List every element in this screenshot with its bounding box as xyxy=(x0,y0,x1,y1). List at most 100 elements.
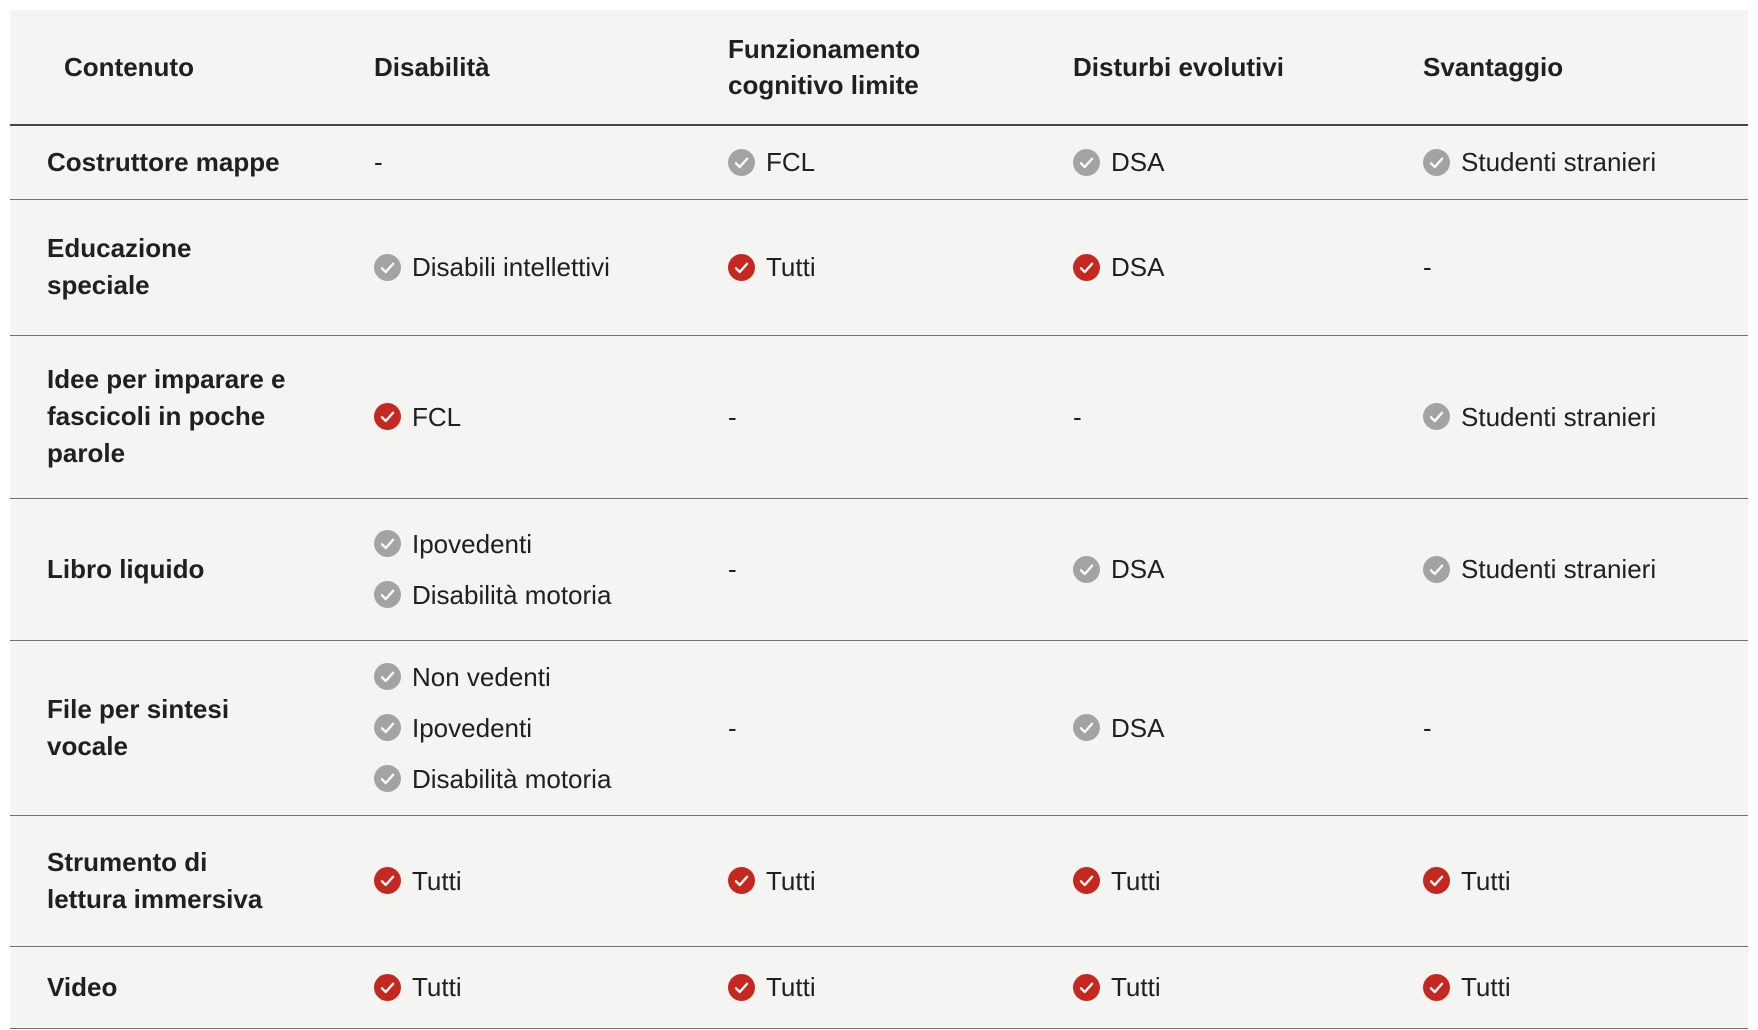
badge-label: DSA xyxy=(1111,554,1165,584)
check-circle-icon-gray xyxy=(374,714,401,741)
badge-label: Tutti xyxy=(1111,972,1161,1002)
cell: Studenti stranieri xyxy=(1423,498,1748,640)
table-row-idee-per-imparare-e: Idee per imparare e fascicoli in poche p… xyxy=(10,335,1748,498)
cell: Tutti xyxy=(1073,815,1423,946)
badge-item-red: Tutti xyxy=(728,865,816,897)
cell: Tutti xyxy=(728,815,1073,946)
cell-items: Tutti xyxy=(1073,865,1403,897)
badge-label: Disabilità motoria xyxy=(412,579,612,610)
badge-label: Studenti stranieri xyxy=(1461,554,1657,584)
check-circle-icon-gray xyxy=(374,765,401,792)
badge-label: Tutti xyxy=(412,972,462,1002)
cell-items: Tutti xyxy=(1073,971,1403,1003)
cell-items: FCL xyxy=(728,146,1053,178)
cell-items: DSA xyxy=(1073,553,1403,585)
table-row-file-per-sintesi: File per sintesi vocale Non vedenti Ipoved… xyxy=(10,640,1748,815)
cell: - xyxy=(728,335,1073,498)
check-circle-icon-gray xyxy=(728,148,755,176)
table-body: Costruttore mappe - FCL DSA Studenti stranie… xyxy=(10,125,1748,1028)
check-circle-icon-red xyxy=(374,973,401,1001)
check-circle-icon-gray xyxy=(1423,403,1450,430)
cell: DSA xyxy=(1073,498,1423,640)
check-circle-icon-gray xyxy=(374,663,401,690)
badge-label: Ipovedenti xyxy=(412,528,532,559)
row-title: Video xyxy=(47,971,118,1002)
header-row: Contenuto Disabilità Funzionamento cogniti… xyxy=(10,10,1748,125)
check-circle-icon-gray xyxy=(374,581,401,608)
table-row-strumento-di: Strumento di lettura immersiva Tutti Tutti… xyxy=(10,815,1748,946)
cell-items: FCL xyxy=(374,401,708,433)
badge-item-gray: DSA xyxy=(1073,553,1164,585)
check-circle-icon-red xyxy=(728,973,755,1001)
badge-label: Tutti xyxy=(766,865,816,896)
cell-items: Non vedenti Ipovedenti Disabilità motoria xyxy=(374,661,708,795)
check-circle-icon-gray xyxy=(1423,555,1450,583)
check-circle-icon-red xyxy=(728,253,755,281)
cell: Disabili intellettivi xyxy=(374,199,728,335)
cell-items: Studenti stranieri xyxy=(1423,401,1728,433)
badge-item-red: Tutti xyxy=(1423,865,1511,897)
cell: FCL xyxy=(374,335,728,498)
accessibility-content-table: Contenuto Disabilità Funzionamento cogniti… xyxy=(10,10,1748,1029)
cell: - xyxy=(728,640,1073,815)
table-row-video: Video Tutti Tutti Tutti Tutti xyxy=(10,946,1748,1028)
cell-items: Studenti stranieri xyxy=(1423,146,1728,178)
row-title: Idee per imparare e fascicoli in poche p… xyxy=(47,364,286,468)
cell-items: Tutti xyxy=(374,865,708,897)
badge-item-red: Tutti xyxy=(1073,971,1161,1003)
check-circle-icon-red xyxy=(1423,867,1450,894)
row-title: File per sintesi vocale xyxy=(47,693,230,761)
badge-item-gray: Disabilità motoria xyxy=(374,579,611,611)
badge-item-red: DSA xyxy=(1073,251,1164,283)
badge-label: Tutti xyxy=(1461,972,1511,1002)
cell-items: Tutti xyxy=(728,251,1053,283)
row-title: Libro liquido xyxy=(47,553,205,584)
badge-item-gray: Disabili intellettivi xyxy=(374,251,610,283)
cell-items: Tutti xyxy=(728,865,1053,897)
badge-label: Studenti stranieri xyxy=(1461,147,1657,178)
badge-label: FCL xyxy=(412,401,462,432)
badge-label: Tutti xyxy=(412,865,462,896)
badge-label: Disabili intellettivi xyxy=(412,252,610,282)
cell-items: Disabili intellettivi xyxy=(374,251,708,283)
row-title: Strumento di lettura immersiva xyxy=(47,846,263,914)
column-header-contenuto: Contenuto xyxy=(64,52,194,82)
cell: DSA xyxy=(1073,640,1423,815)
check-circle-icon-red xyxy=(1073,867,1100,894)
table-row-libro-liquido: Libro liquido Ipovedenti Disabilità motori… xyxy=(10,498,1748,640)
badge-label: DSA xyxy=(1111,252,1165,282)
cell: - xyxy=(1423,199,1748,335)
table-row-costruttore-mappe: Costruttore mappe - FCL DSA Studenti stranie… xyxy=(10,125,1748,199)
cell-items: DSA xyxy=(1073,251,1403,283)
badge-item-gray: DSA xyxy=(1073,146,1164,178)
table-row-educazione: Educazione speciale Disabili intellettivi… xyxy=(10,199,1748,335)
badge-label: Tutti xyxy=(766,252,816,282)
row-title: Educazione speciale xyxy=(47,233,192,300)
badge-label: Disabilità motoria xyxy=(412,763,612,794)
badge-item-gray: FCL xyxy=(728,146,815,178)
badge-item-red: Tutti xyxy=(374,971,462,1003)
empty-cell-marker: - xyxy=(1073,401,1082,432)
cell-items: Tutti xyxy=(374,971,708,1003)
badge-label: DSA xyxy=(1111,147,1165,178)
empty-cell-marker: - xyxy=(728,712,737,743)
check-circle-icon-red xyxy=(728,867,755,894)
check-circle-icon-gray xyxy=(1423,148,1450,176)
badge-label: DSA xyxy=(1111,712,1165,743)
cell: Non vedenti Ipovedenti Disabilità motoria xyxy=(374,640,728,815)
badge-item-gray: Studenti stranieri xyxy=(1423,146,1656,178)
badge-item-red: Tutti xyxy=(728,251,816,283)
cell: Tutti xyxy=(1073,946,1423,1028)
badge-item-red: Tutti xyxy=(374,865,462,897)
cell-items: Ipovedenti Disabilità motoria xyxy=(374,528,708,611)
check-circle-icon-gray xyxy=(374,253,401,281)
badge-item-gray: Ipovedenti xyxy=(374,712,532,744)
cell: DSA xyxy=(1073,199,1423,335)
cell: FCL xyxy=(728,125,1073,199)
cell: Tutti xyxy=(1423,815,1748,946)
column-header-svantaggio: Svantaggio xyxy=(1423,52,1564,82)
empty-cell-marker: - xyxy=(1423,252,1432,282)
badge-item-red: Tutti xyxy=(1423,971,1511,1003)
cell: Tutti xyxy=(374,815,728,946)
cell: Tutti xyxy=(374,946,728,1028)
